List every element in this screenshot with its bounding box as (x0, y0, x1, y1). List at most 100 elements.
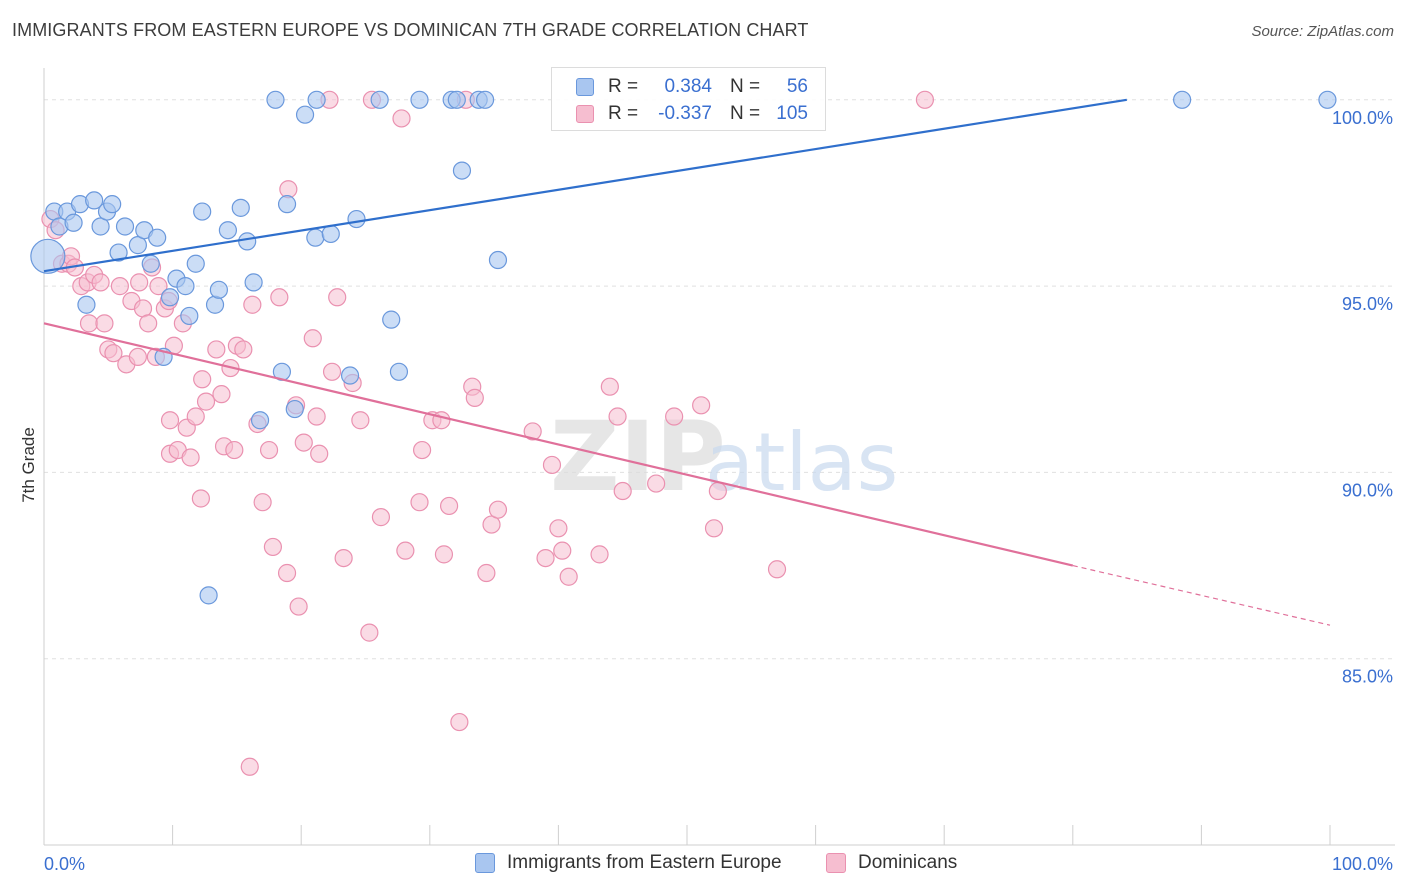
dominicans-point (270, 288, 289, 307)
legend-row-eastern-europe: R = 0.384 N = 56 (576, 75, 808, 99)
legend-label-dominicans: Dominicans (858, 852, 958, 873)
dominicans-point (559, 567, 578, 586)
eastern-europe-point (238, 232, 257, 251)
eastern-europe-point (447, 90, 466, 109)
dominicans-point (600, 377, 619, 396)
dominicans-point (310, 444, 329, 463)
x-tick-label: 100.0% (1332, 854, 1393, 874)
dominicans-point (692, 396, 711, 415)
dominicans-point (225, 440, 244, 460)
dominicans-point (253, 493, 272, 512)
n-label: N = (730, 76, 761, 97)
legend-item-dominicans[interactable]: Dominicans (826, 852, 957, 874)
y-tick-label: 90.0% (1342, 480, 1393, 500)
dominicans-point (477, 563, 496, 583)
legend-item-eastern-europe[interactable]: Immigrants from Eastern Europe (475, 852, 782, 874)
dominicans-point (704, 519, 724, 538)
eastern-europe-point (488, 250, 508, 270)
chart-source: Source: ZipAtlas.com (1251, 23, 1394, 40)
dominicans-point (392, 109, 411, 128)
watermark: ZIP atlas (550, 401, 898, 513)
dominicans-point (360, 623, 379, 642)
eastern-europe-point (141, 254, 160, 273)
axes (43, 68, 1395, 846)
dominicans-point (240, 757, 259, 776)
eastern-europe-point (306, 228, 325, 247)
eastern-europe-point (199, 586, 218, 605)
r-value: 0.384 (664, 76, 712, 97)
watermark-atlas: atlas (705, 416, 898, 509)
dominicans-point (647, 474, 666, 493)
dominicans-point (439, 496, 459, 516)
dominicans-point (243, 295, 262, 314)
eastern-europe-point (231, 198, 250, 217)
eastern-europe-point (250, 411, 270, 430)
dominicans-point (536, 549, 555, 568)
dominicans-point (95, 314, 114, 333)
dominicans-point (234, 340, 253, 359)
dominicans-point (139, 314, 158, 333)
dominicans-point (307, 407, 326, 426)
series-legend: Immigrants from Eastern Europe Dominican… (0, 852, 1406, 878)
dominicans-point (191, 489, 210, 508)
r-label: R = (608, 103, 639, 124)
eastern-europe-trend-line (43, 98, 1127, 273)
eastern-europe-point (115, 217, 135, 236)
dominicans-trend-line (43, 322, 1074, 567)
eastern-europe-point (85, 191, 104, 210)
dominicans-point (259, 440, 279, 460)
dominicans-point (181, 448, 200, 467)
n-value: 105 (776, 103, 808, 124)
blue-swatch (576, 78, 594, 96)
eastern-europe-point (266, 90, 285, 109)
grid-lines (44, 99, 1395, 660)
dominicans-point (767, 560, 787, 579)
eastern-europe-point (307, 90, 326, 109)
eastern-europe-point (475, 90, 495, 109)
dominicans-point (193, 370, 212, 389)
dominicans-point (412, 440, 432, 460)
dominicans-point (263, 537, 283, 557)
eastern-europe-point (277, 195, 297, 214)
tick-labels: 100.0% 95.0% 90.0% 85.0% 0.0% 100.0% (44, 108, 1393, 874)
dominicans-point (465, 388, 484, 407)
eastern-europe-point (160, 288, 180, 307)
blue-swatch (475, 853, 495, 873)
dominicans-point (708, 481, 727, 501)
dominicans-point (334, 549, 353, 568)
dominicans-point (590, 545, 609, 564)
eastern-europe-point (295, 105, 315, 124)
dominicans-point (410, 493, 429, 512)
eastern-europe-point (410, 90, 429, 109)
dominicans-point (186, 407, 205, 426)
eastern-europe-point (285, 399, 304, 419)
r-label: R = (608, 76, 639, 97)
eastern-europe-point (382, 310, 401, 329)
eastern-europe-point (109, 243, 128, 262)
eastern-europe-point (176, 277, 195, 296)
eastern-europe-point (30, 238, 66, 274)
dominicans-point (371, 508, 391, 527)
dominicans-point (91, 273, 110, 292)
eastern-europe-point (218, 221, 237, 240)
r-value: -0.337 (658, 103, 712, 124)
dominicans-point (110, 277, 129, 296)
eastern-europe-point (389, 362, 409, 381)
dominicans-point (79, 314, 99, 333)
correlation-legend: R = 0.384 N = 56 R = -0.337 N = 105 (551, 67, 826, 131)
dominicans-point (303, 329, 322, 348)
eastern-europe-point (452, 161, 472, 180)
dominicans-point (328, 288, 347, 307)
dominicans-point (322, 362, 342, 381)
dominicans-point (212, 385, 231, 404)
dominicans-point (488, 500, 508, 519)
eastern-europe-point (1173, 90, 1192, 109)
dominicans-point (432, 411, 451, 430)
dominicans-point (553, 541, 572, 560)
eastern-europe-point (103, 195, 122, 214)
trend-lines (43, 98, 1331, 626)
dominicans-point (207, 340, 226, 359)
dominicans-point (665, 407, 684, 426)
y-axis-label: 7th Grade (19, 427, 38, 503)
